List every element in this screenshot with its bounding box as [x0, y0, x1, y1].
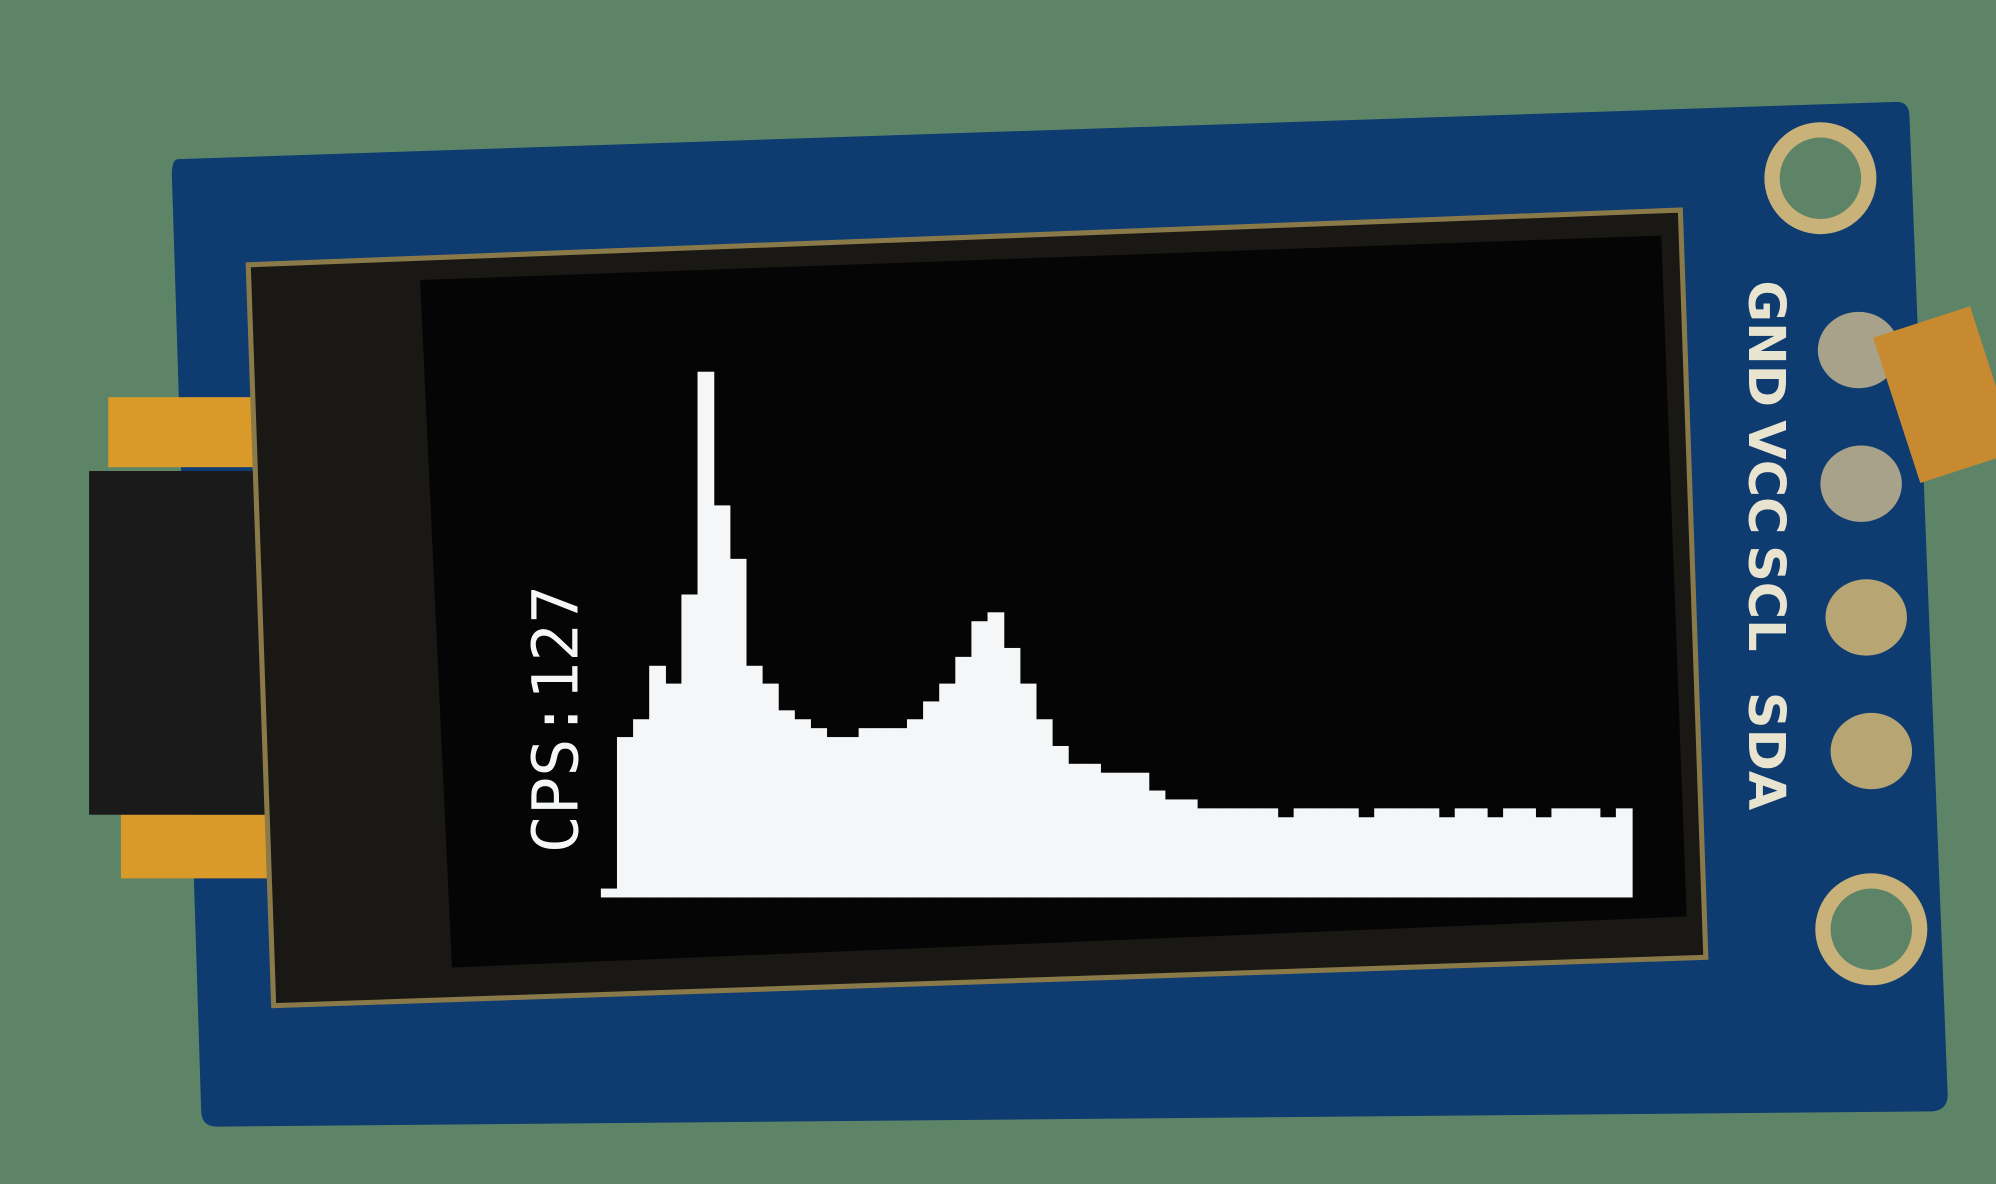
- pin-label: GND: [1736, 280, 1795, 407]
- bar: [810, 728, 828, 898]
- bar: [1035, 719, 1053, 898]
- bar: [1164, 799, 1182, 898]
- bar: [987, 612, 1005, 898]
- bar: [1454, 808, 1472, 898]
- wire: [1873, 306, 1996, 484]
- bar: [600, 888, 618, 898]
- bar: [1309, 808, 1327, 898]
- bar: [826, 737, 844, 898]
- bar: [778, 710, 795, 898]
- bar: [1084, 763, 1101, 898]
- bar: [955, 656, 973, 898]
- bar: [1229, 808, 1246, 898]
- bar: [1148, 790, 1166, 898]
- bar: [1341, 808, 1359, 898]
- pad: [1820, 445, 1902, 522]
- bar: [1245, 808, 1263, 898]
- bar: [649, 665, 666, 898]
- pin-label: SDA: [1736, 692, 1795, 811]
- bar: [939, 683, 956, 898]
- bar: [1180, 799, 1198, 898]
- bar: [1599, 817, 1617, 898]
- pad: [1830, 712, 1913, 790]
- bar: [1100, 772, 1118, 898]
- histogram: [600, 371, 1633, 898]
- bar: [1325, 808, 1343, 898]
- bar: [1438, 817, 1456, 898]
- bar: [1486, 817, 1504, 898]
- bar: [1406, 808, 1424, 898]
- bar: [923, 701, 940, 898]
- bar: [874, 728, 892, 898]
- cps-label: CPS:127: [520, 585, 594, 853]
- mount-hole: [1815, 873, 1928, 986]
- bar: [633, 719, 650, 898]
- bar: [1116, 772, 1134, 898]
- bar: [842, 737, 860, 898]
- bar: [1519, 808, 1536, 898]
- bar: [1261, 808, 1279, 898]
- bar: [1277, 817, 1295, 898]
- bar: [1051, 745, 1069, 898]
- bar: [681, 594, 699, 898]
- pin-label: VCC: [1736, 420, 1795, 534]
- bar: [697, 371, 715, 898]
- bar: [1390, 808, 1408, 898]
- mount-hole: [1764, 122, 1877, 235]
- bar: [1583, 808, 1601, 898]
- bar: [1019, 683, 1037, 898]
- bar: [761, 683, 779, 898]
- pad: [1825, 579, 1907, 656]
- bar: [1374, 808, 1391, 898]
- bar: [665, 683, 683, 898]
- bar: [713, 505, 731, 898]
- bar: [1470, 808, 1488, 898]
- bar: [971, 621, 989, 898]
- bar: [616, 737, 634, 898]
- bar: [1615, 808, 1633, 898]
- bar: [1535, 817, 1553, 898]
- bar: [1068, 763, 1085, 898]
- bar: [1358, 817, 1375, 898]
- bar: [745, 665, 763, 898]
- bar: [906, 719, 924, 898]
- bar: [1196, 808, 1214, 898]
- bar: [1003, 647, 1021, 898]
- bar: [1503, 808, 1520, 898]
- bar: [794, 719, 811, 898]
- pin-label: SCL: [1736, 545, 1795, 651]
- bar: [729, 558, 747, 898]
- bar: [890, 728, 908, 898]
- bar: [1567, 808, 1585, 898]
- pad: [1817, 311, 1900, 389]
- bar: [1551, 808, 1569, 898]
- pin-labels: GND VCC SCL SDA: [1736, 280, 1795, 810]
- bar: [1213, 808, 1230, 898]
- bar: [1132, 772, 1150, 898]
- bar: [858, 728, 876, 898]
- bar: [1293, 808, 1311, 898]
- bar: [1422, 808, 1440, 898]
